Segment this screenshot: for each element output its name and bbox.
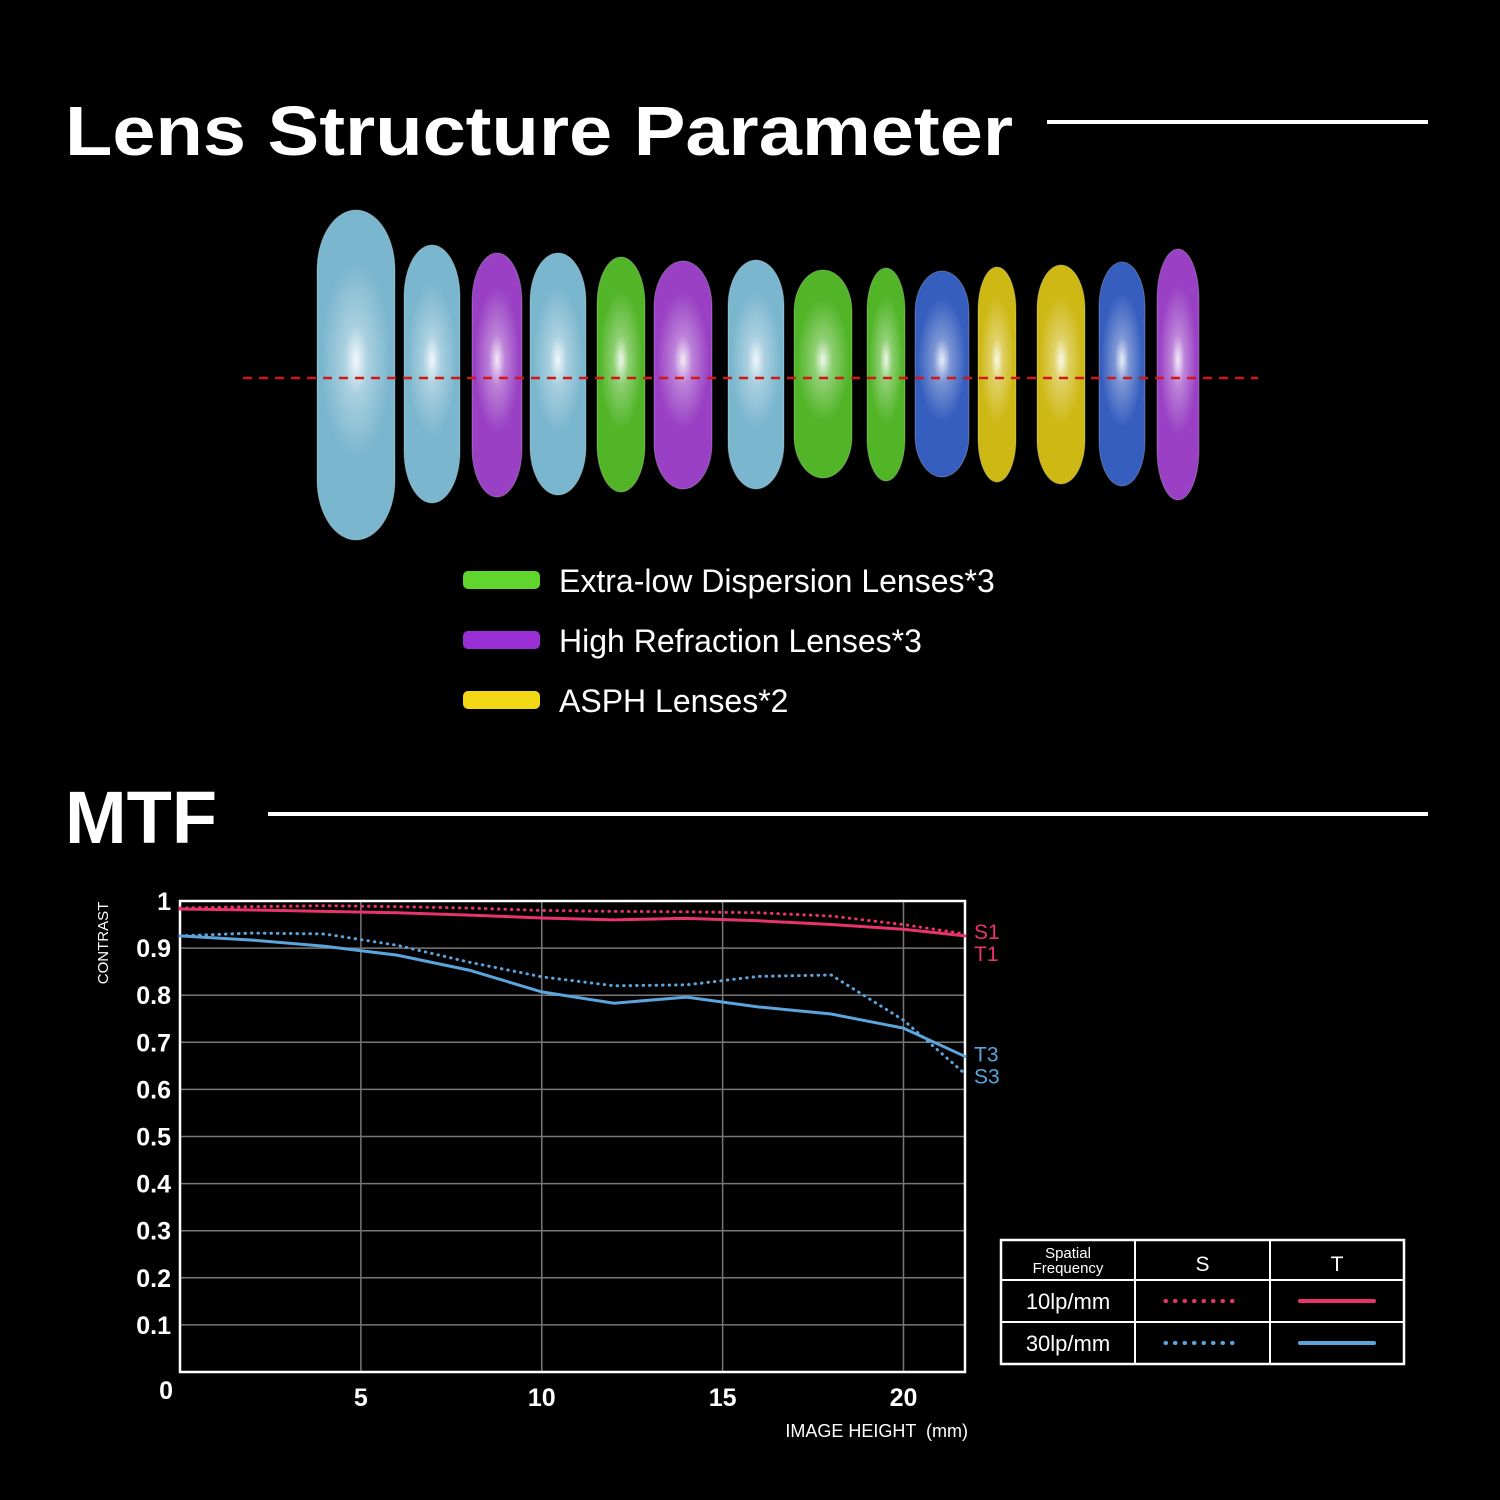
table-header: Frequency (1033, 1260, 1104, 1277)
y-tick-label: 0.6 (136, 1076, 171, 1104)
lens (403, 244, 461, 504)
series-line (178, 904, 967, 936)
lens (866, 267, 906, 482)
legend-swatch (463, 691, 540, 709)
series-line (178, 907, 967, 938)
x-tick-label: 15 (709, 1384, 737, 1412)
lens (793, 269, 853, 479)
lens-glow (1159, 284, 1197, 436)
series-line (178, 931, 967, 1076)
lens (529, 252, 587, 496)
x-axis-label: IMAGE HEIGHT (mm) (785, 1421, 968, 1441)
y-tick-label: 0.4 (136, 1171, 171, 1199)
lens-diagram (316, 209, 1200, 541)
lens-glow (1101, 292, 1143, 428)
y-tick-label: 0.3 (136, 1218, 171, 1246)
lens (1036, 264, 1086, 485)
lens-glow (599, 289, 643, 431)
legend-swatch (463, 571, 540, 589)
y-tick-label: 0.7 (136, 1029, 171, 1057)
table-row-label: 30lp/mm (1026, 1331, 1110, 1356)
lens (914, 270, 970, 478)
lens (727, 259, 785, 490)
y-tick-label: 0.8 (136, 982, 171, 1010)
table-row-label: 10lp/mm (1026, 1289, 1110, 1314)
series-line (178, 934, 967, 1058)
page-title: Lens Structure Parameter (65, 92, 1013, 170)
x-tick-label: 10 (528, 1384, 556, 1412)
y-tick-label: 1 (157, 888, 171, 916)
lens-glow (917, 298, 967, 422)
y-tick-label: 0.5 (136, 1124, 171, 1152)
lens-glow (796, 297, 850, 423)
lens (1098, 261, 1146, 487)
lens-glow (406, 282, 458, 438)
series-label: T1 (974, 943, 999, 966)
lens (1156, 248, 1200, 501)
chart-title: MTF (65, 776, 217, 859)
y-tick-label: 0.1 (136, 1312, 171, 1340)
series-label: S3 (974, 1065, 1000, 1088)
legend-table-frame (999, 1238, 1406, 1366)
legend-label: Extra-low Dispersion Lenses*3 (559, 563, 995, 599)
lens (977, 266, 1017, 483)
x-tick-label: 20 (890, 1384, 918, 1412)
table-header: T (1331, 1253, 1344, 1276)
table-header: Spatial (1045, 1245, 1091, 1262)
lens-legend: Extra-low Dispersion Lenses*3 High Refrac… (463, 563, 995, 719)
lens (653, 260, 713, 490)
legend-label: High Refraction Lenses*3 (559, 623, 922, 659)
lens-glow (474, 286, 520, 434)
lens-glow (656, 291, 710, 429)
y-tick-label: 0.2 (136, 1265, 171, 1293)
y-axis-label: CONTRAST (95, 902, 112, 985)
plot-frame (178, 899, 967, 1374)
table-header: S (1195, 1253, 1209, 1276)
x-tick-label: 5 (354, 1384, 368, 1412)
legend-swatch (463, 631, 540, 649)
lens (596, 256, 646, 493)
y-tick-label: 0 (159, 1377, 173, 1405)
lens-glow (979, 295, 1015, 425)
lens (316, 209, 396, 541)
lens-glow (730, 291, 782, 429)
y-tick-label: 0.9 (136, 935, 171, 963)
lens (471, 252, 523, 498)
series-label: T3 (974, 1043, 999, 1066)
series-label: S1 (974, 921, 1000, 944)
lens-glow (868, 296, 904, 424)
mtf-chart: 00.10.20.30.40.50.60.70.80.915 10 15 20IMAG… (95, 888, 1406, 1441)
lens-glow (320, 261, 392, 459)
legend-label: ASPH Lenses*2 (559, 683, 788, 719)
lens-glow (1039, 294, 1083, 426)
lens-glow (532, 287, 584, 433)
